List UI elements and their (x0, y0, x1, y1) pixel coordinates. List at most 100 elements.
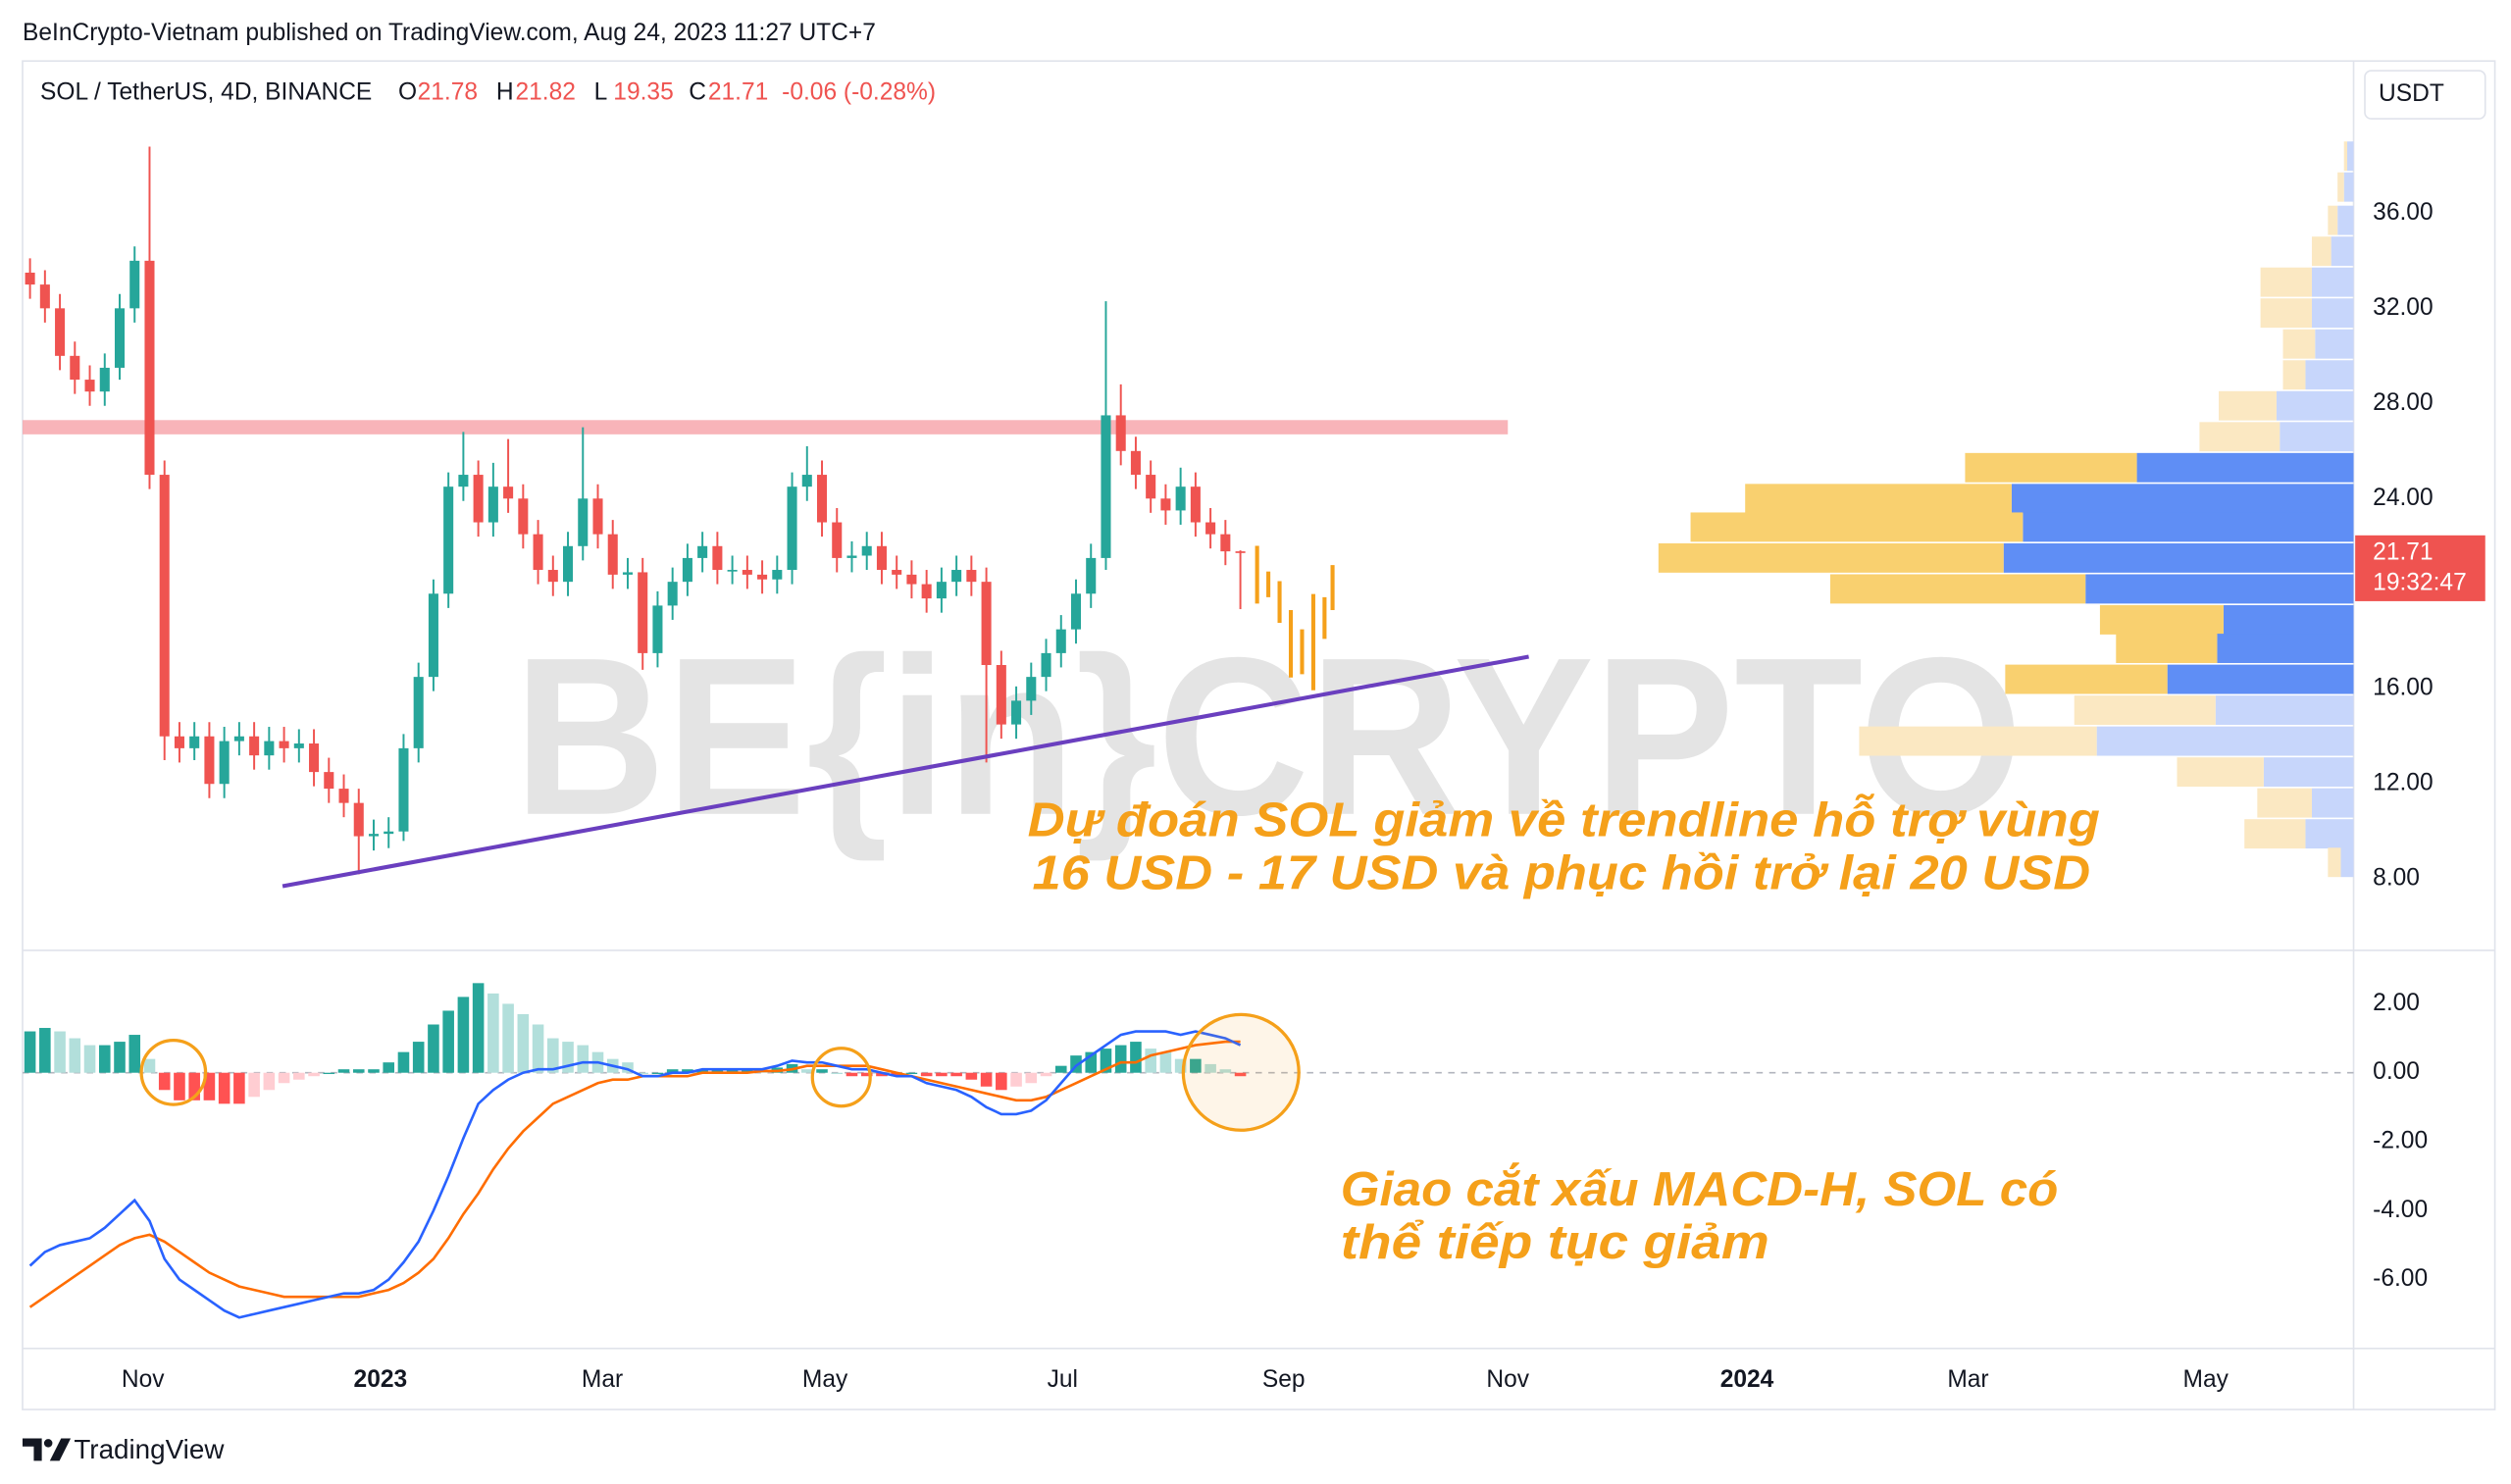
macd-histogram-bar (337, 1069, 350, 1073)
macd-histogram-bar (1145, 1049, 1156, 1073)
candle-body (55, 308, 66, 356)
macd-histogram-bar (1025, 1072, 1038, 1084)
x-tick-label: Mar (1947, 1366, 1988, 1393)
candle-body (353, 802, 364, 837)
macd-histogram-bar (622, 1062, 634, 1073)
currency[interactable]: USDT (2379, 80, 2444, 107)
macd-histogram-bar (905, 1072, 918, 1075)
legend-change: -0.06 (-0.28%) (782, 78, 936, 105)
macd-histogram-bar (742, 1069, 753, 1073)
candle-body (712, 545, 723, 571)
macd-histogram-bar (1130, 1042, 1142, 1073)
legend-key: O (398, 78, 417, 105)
macd-histogram-bar (368, 1069, 380, 1073)
candle-body (1101, 415, 1111, 558)
macd-histogram-bar (965, 1072, 978, 1080)
candle-body (846, 555, 857, 558)
macd-histogram-bar (203, 1072, 216, 1100)
macd-histogram-bar (278, 1072, 290, 1084)
tv-logo-dot (43, 1439, 53, 1448)
candle-body (503, 486, 514, 499)
y-tick-label: 32.00 (2373, 294, 2433, 321)
profile-down (2099, 605, 2224, 635)
profile-down (2311, 236, 2332, 267)
macd-histogram-bar (293, 1072, 305, 1080)
profile-up (2263, 757, 2354, 788)
macd-histogram-bar (1174, 1058, 1187, 1073)
macd-histogram-bar (517, 1013, 530, 1073)
profile-down (2219, 390, 2277, 421)
macd-histogram-bar (562, 1042, 574, 1073)
candle-body (757, 574, 768, 580)
profile-up (2217, 634, 2354, 663)
header: BeInCrypto-Vietnam published on TradingV… (23, 20, 876, 46)
candle-body (473, 475, 484, 523)
macd-histogram-bar (143, 1058, 156, 1073)
macd-histogram-bar (323, 1072, 335, 1075)
macd-histogram-bar (876, 1072, 888, 1077)
macd-histogram-bar (1100, 1049, 1112, 1073)
candle-body (892, 570, 902, 575)
currency-button[interactable] (2364, 70, 2486, 120)
candle-body (936, 582, 947, 599)
candle-body (1130, 450, 1141, 476)
candle-body (443, 486, 454, 594)
x-tick-label: Mar (582, 1366, 623, 1393)
candle-body (129, 260, 140, 309)
candle-body (1175, 486, 1186, 511)
candle-body (84, 380, 95, 392)
candle-body (1026, 677, 1037, 701)
profile-up (2340, 847, 2354, 878)
candle-body (518, 498, 529, 535)
profile-down (1965, 452, 2137, 483)
macd-tick-label: -6.00 (2373, 1265, 2428, 1292)
footer-brand: TradingView (74, 1434, 225, 1464)
candle-body (592, 498, 603, 535)
macd-histogram-bar (800, 1069, 813, 1073)
profile-down (1690, 512, 2024, 542)
candle-body (279, 741, 289, 748)
candle-body (338, 789, 349, 803)
macd-histogram-bar (1010, 1072, 1022, 1087)
candle-body (876, 545, 887, 571)
profile-up (2343, 172, 2354, 202)
candle-body (233, 736, 244, 742)
profile-down (2328, 205, 2338, 235)
macd-histogram-bar (69, 1038, 81, 1073)
candle-body (607, 534, 618, 575)
candle-body (966, 570, 977, 583)
macd-histogram-bar (442, 1010, 454, 1073)
candle-body (25, 272, 35, 285)
profile-down (2282, 360, 2306, 390)
profile-down (2343, 141, 2347, 172)
macd-histogram-bar (397, 1051, 410, 1073)
macd-histogram-bar (1159, 1051, 1172, 1073)
macd-histogram-bar (1070, 1055, 1082, 1073)
y-tick-label: 36.00 (2373, 199, 2433, 226)
candle-body (1086, 557, 1097, 594)
macd-histogram-bar (666, 1069, 679, 1073)
macd-histogram-bar (114, 1042, 126, 1073)
profile-up (2223, 605, 2354, 635)
profile-up (2136, 452, 2354, 483)
macd-tick-label: 2.00 (2373, 990, 2420, 1016)
macd-pane (22, 983, 2354, 1319)
candle-body (1160, 498, 1171, 511)
macd-histogram-bar (696, 1069, 708, 1073)
legend-value: 21.71 (708, 78, 768, 105)
macd-histogram-bar (996, 1072, 1007, 1091)
macd-histogram-bar (487, 993, 499, 1073)
macd-line (28, 1030, 1242, 1319)
last-price: 21.71 (2373, 538, 2433, 565)
macd-histogram-bar (577, 1045, 589, 1073)
macd-histogram-bar (1219, 1069, 1232, 1073)
x-tick-label: Sep (1262, 1366, 1306, 1393)
candle-body (547, 570, 558, 583)
profile-up (2085, 574, 2354, 604)
x-tick-label: May (2183, 1366, 2229, 1393)
profile-down (2177, 757, 2264, 788)
profile-down (2282, 329, 2316, 359)
candle-body (742, 570, 752, 575)
tv-logo (22, 1438, 72, 1461)
x-tick-label: Nov (122, 1366, 165, 1393)
